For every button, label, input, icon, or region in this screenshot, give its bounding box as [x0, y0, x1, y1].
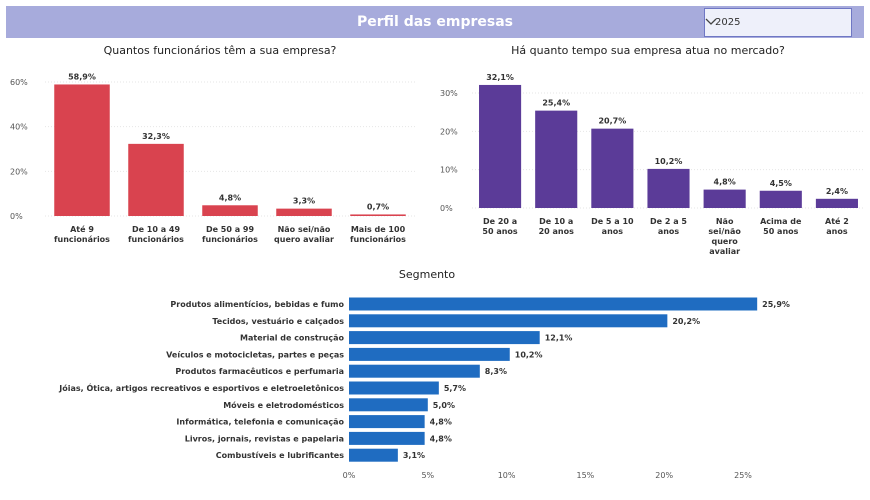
category-label: Tecidos, vestuário e calçados	[212, 317, 344, 326]
y-tick-label: 60%	[10, 78, 28, 87]
bar	[591, 128, 634, 208]
bar	[128, 143, 184, 216]
data-label: 20,2%	[672, 317, 700, 326]
x-tick-label: 20%	[655, 471, 673, 480]
bar	[703, 189, 746, 208]
category-label: De 20 a 50 anos	[482, 217, 518, 236]
bar	[349, 415, 425, 429]
data-label: 58,9%	[68, 72, 96, 81]
data-label: 3,3%	[293, 197, 315, 206]
bar	[349, 314, 668, 328]
data-label: 12,1%	[545, 334, 573, 343]
category-label: De 2 a 5 anos	[650, 217, 687, 236]
bar	[815, 198, 858, 208]
bar	[349, 431, 425, 445]
bar	[349, 297, 758, 311]
category-label: Informática, telefonia e comunicação	[176, 418, 344, 427]
category-label: Até 9 funcionários	[54, 224, 110, 244]
bar	[350, 214, 406, 216]
data-label: 10,2%	[655, 157, 683, 166]
category-label: De 10 a 20 anos	[539, 217, 575, 236]
bar	[349, 381, 439, 395]
category-label: Produtos alimentícios, bebidas e fumo	[170, 300, 344, 309]
x-tick-label: 25%	[734, 471, 752, 480]
bar	[759, 190, 802, 208]
bar	[479, 84, 522, 208]
data-label: 0,7%	[367, 202, 389, 211]
y-tick-label: 0%	[440, 204, 453, 213]
data-label: 20,7%	[598, 117, 626, 126]
bar	[202, 205, 258, 216]
x-tick-label: 0%	[343, 471, 356, 480]
x-tick-label: 15%	[577, 471, 595, 480]
bar	[349, 347, 510, 361]
y-tick-label: 10%	[440, 166, 458, 175]
category-label: Jóias, Ótica, artigos recreativos e espo…	[58, 382, 344, 393]
data-label: 32,1%	[486, 73, 514, 82]
category-label: Até 2 anos	[825, 216, 849, 236]
data-label: 25,4%	[542, 99, 570, 108]
data-label: 5,0%	[433, 401, 455, 410]
data-label: 2,4%	[826, 187, 848, 196]
data-label: 10,2%	[515, 350, 543, 359]
bar	[276, 208, 332, 216]
bar	[349, 331, 540, 345]
bar	[54, 84, 110, 216]
category-label: Móveis e eletrodomésticos	[223, 400, 344, 410]
bar	[647, 168, 690, 208]
bar	[349, 448, 398, 462]
data-label: 4,8%	[430, 434, 452, 443]
category-label: Não sei/não quero avaliar	[708, 217, 741, 256]
category-label: Livros, jornais, revistas e papelaria	[185, 434, 344, 443]
category-label: Produtos farmacêuticos e perfumaria	[175, 366, 344, 376]
y-tick-label: 0%	[10, 212, 23, 221]
y-tick-label: 40%	[10, 123, 28, 132]
category-label: Combustíveis e lubrificantes	[216, 451, 344, 460]
bar	[349, 398, 428, 412]
data-label: 4,8%	[714, 178, 736, 187]
y-tick-label: 20%	[440, 127, 458, 136]
data-label: 25,9%	[762, 300, 790, 309]
chart-2-title: Segmento	[399, 268, 456, 281]
category-label: De 10 a 49 funcionários	[128, 225, 184, 244]
year-dropdown-value: 2025	[715, 17, 741, 28]
bar	[535, 110, 578, 208]
data-label: 32,3%	[142, 132, 170, 141]
chart-0-title: Quantos funcionários têm a sua empresa?	[104, 44, 337, 57]
y-tick-label: 20%	[10, 167, 28, 176]
category-label: Mais de 100 funcionários	[350, 225, 406, 244]
data-label: 3,1%	[403, 451, 425, 460]
data-label: 4,5%	[770, 179, 792, 188]
data-label: 8,3%	[485, 367, 507, 376]
category-label: Material de construção	[240, 334, 344, 343]
x-tick-label: 5%	[421, 471, 434, 480]
data-label: 4,8%	[430, 418, 452, 427]
category-label: De 5 a 10 anos	[591, 217, 634, 236]
category-label: Acima de 50 anos	[760, 217, 802, 236]
y-tick-label: 30%	[440, 89, 458, 98]
chart-1-title: Há quanto tempo sua empresa atua no merc…	[511, 44, 785, 57]
year-dropdown[interactable]: 2025	[704, 8, 852, 37]
data-label: 4,8%	[219, 193, 241, 202]
page-title: Perfil das empresas	[356, 14, 513, 30]
x-tick-label: 10%	[498, 471, 516, 480]
data-label: 5,7%	[444, 384, 466, 393]
bar	[349, 364, 480, 378]
category-label: De 50 a 99 funcionários	[202, 225, 258, 244]
category-label: Não sei/não quero avaliar	[274, 225, 334, 244]
chevron-down-icon	[705, 18, 717, 25]
category-label: Veículos e motocicletas, partes e peças	[166, 350, 344, 359]
